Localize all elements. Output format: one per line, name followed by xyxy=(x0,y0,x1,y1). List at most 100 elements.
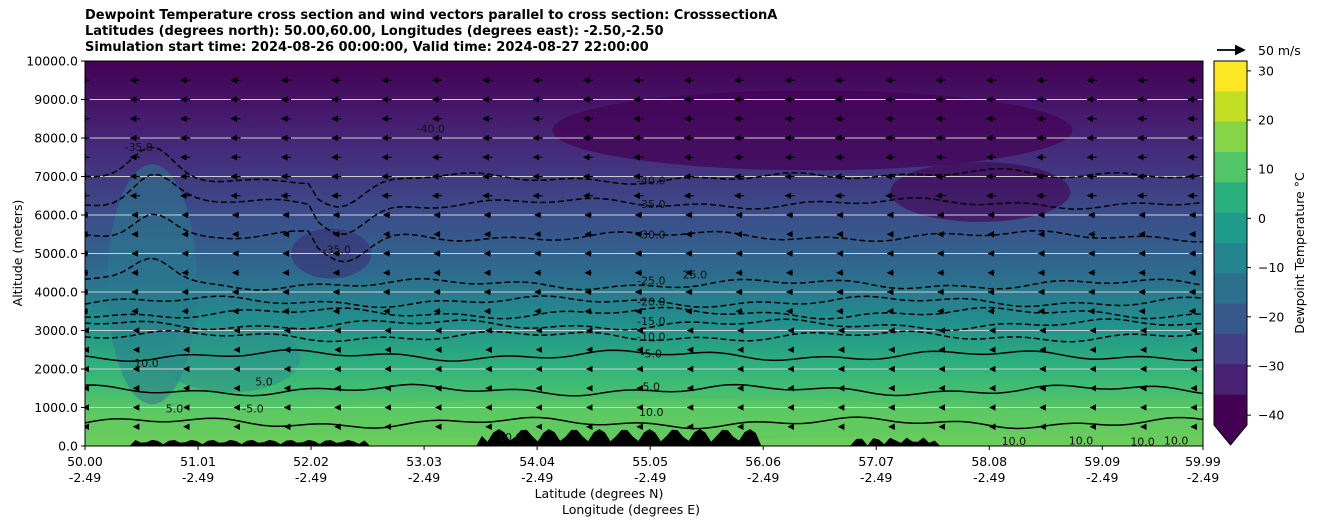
x-axis-label-longitude: Longitude (degrees E) xyxy=(562,502,700,517)
contour-label: -40.0 xyxy=(417,122,445,135)
y-tick-label: 3000.0 xyxy=(34,323,78,338)
contour-line--5 xyxy=(85,329,1203,343)
x-tick-label-longitude: -2.49 xyxy=(747,470,779,485)
colorbar-segment xyxy=(1214,303,1247,335)
colorbar-tick-label: 30 xyxy=(1258,63,1274,78)
contour-label: 10.0 xyxy=(1164,435,1189,448)
wind-vectors xyxy=(85,76,1198,431)
colorbar-segment xyxy=(1214,91,1247,123)
quiver-key: 50 m/s xyxy=(1217,43,1301,58)
x-tick-label-latitude: 54.04 xyxy=(519,454,555,469)
x-tick-label-latitude: 57.07 xyxy=(858,454,894,469)
y-tick-label: 4000.0 xyxy=(34,285,78,300)
contour-label: 10.0 xyxy=(498,431,523,444)
contour-line-10 xyxy=(85,416,1203,430)
x-tick-label-longitude: -2.49 xyxy=(295,470,327,485)
y-axis: 0.0 1000.0 2000.0 3000.0 4000.0 5000.0 6000.0 7… xyxy=(26,54,85,454)
contour-line--15 xyxy=(85,306,1203,320)
x-tick-label-latitude: 58.08 xyxy=(971,454,1007,469)
contour-label: -35.0 xyxy=(124,141,152,154)
title-line-2: Latitudes (degrees north): 50.00,60.00, … xyxy=(85,24,664,39)
contour-line--20 xyxy=(85,295,1203,309)
y-tick-label: 9000.0 xyxy=(34,92,78,107)
colorbar: 30 20 10 0 −10 −20 −30 −40 xyxy=(1213,60,1284,446)
x-tick-label-latitude: 55.05 xyxy=(632,454,668,469)
contour-line-5 xyxy=(85,383,1203,397)
colorbar-segment xyxy=(1214,334,1247,365)
y-tick-label: 1000.0 xyxy=(34,400,78,415)
contour-label: -10.0 xyxy=(637,330,665,343)
x-tick-label-longitude: -2.49 xyxy=(634,470,666,485)
dewpoint-field xyxy=(107,90,1073,440)
contour-label: 5.0 xyxy=(166,402,184,415)
contour-label: -35.0 xyxy=(637,198,665,211)
colorbar-segment xyxy=(1214,61,1247,92)
colorbar-extend-triangle xyxy=(1214,425,1247,445)
contour-label: -40.0 xyxy=(637,174,665,187)
contour-label: -30.0 xyxy=(637,228,665,241)
colorbar-segment xyxy=(1214,243,1247,274)
field-shading-3 xyxy=(552,90,1073,171)
contour-label: 25.0 xyxy=(683,269,708,282)
x-tick-label-longitude: -2.49 xyxy=(860,470,892,485)
contour-line--40 xyxy=(85,146,1203,208)
y-tick-label: 10000.0 xyxy=(26,54,78,69)
y-tick-label: 6000.0 xyxy=(34,208,78,223)
contour-label: -20.0 xyxy=(637,296,665,309)
title-line-1: Dewpoint Temperature cross section and w… xyxy=(85,8,778,23)
x-tick-label-longitude: -2.49 xyxy=(973,470,1005,485)
contour-label: -25.0 xyxy=(637,274,665,287)
x-axis-label-latitude: Latitude (degrees N) xyxy=(535,486,664,501)
colorbar-label: Dewpoint Temperature °C xyxy=(1292,172,1307,334)
colorbar-tick-label: 0 xyxy=(1258,211,1266,226)
contour-line--35 xyxy=(85,174,1203,235)
x-tick-label-latitude: 51.01 xyxy=(180,454,216,469)
gridlines xyxy=(85,99,1203,408)
colorbar-tick-label: −10 xyxy=(1258,260,1284,275)
contour-labels: -40.0 -35.0 -40.0 -35.0 -30.0 -35.0 -25.0 25.0 -… xyxy=(124,122,1188,448)
colorbar-tick-label: −40 xyxy=(1258,408,1284,423)
x-tick-label-longitude: -2.49 xyxy=(182,470,214,485)
colorbar-segment xyxy=(1214,182,1247,214)
x-tick-label-latitude: 59.09 xyxy=(1084,454,1120,469)
y-tick-label: 5000.0 xyxy=(34,246,78,261)
contour-line--25 xyxy=(85,257,1203,291)
x-tick-label-latitude: 59.99 xyxy=(1185,454,1221,469)
contour-label: -5.0 xyxy=(242,402,263,415)
contour-lines xyxy=(85,146,1203,430)
colorbar-segment xyxy=(1214,394,1247,426)
colorbar-tick-label: 20 xyxy=(1258,113,1274,128)
title-line-3: Simulation start time: 2024-08-26 00:00:… xyxy=(85,40,649,55)
contour-label: -15.0 xyxy=(637,315,665,328)
x-axis: 50.00-2.4951.01-2.4952.02-2.4953.03-2.49… xyxy=(67,446,1221,485)
contour-label: -5.0 xyxy=(641,348,662,361)
contour-label: 10.0 xyxy=(1069,435,1094,448)
contour-line--10 xyxy=(85,318,1203,332)
contour-line--30 xyxy=(85,213,1203,263)
y-tick-label: 2000.0 xyxy=(34,362,78,377)
chart-title: Dewpoint Temperature cross section and w… xyxy=(85,8,777,56)
quiver-key-label: 50 m/s xyxy=(1258,43,1301,58)
terrain-shape xyxy=(85,429,1203,446)
x-tick-label-longitude: -2.49 xyxy=(408,470,440,485)
colorbar-tick-label: −20 xyxy=(1258,309,1284,324)
contour-label: 10.0 xyxy=(639,406,664,419)
y-tick-label: 0.0 xyxy=(58,439,78,454)
x-tick-label-latitude: 56.06 xyxy=(745,454,781,469)
colorbar-segment xyxy=(1214,121,1247,153)
colorbar-segment xyxy=(1214,152,1247,183)
contour-label: 5.0 xyxy=(255,375,273,388)
field-shading-5 xyxy=(224,399,1065,440)
contour-label: 5.0 xyxy=(643,381,661,394)
contour-label: 10.0 xyxy=(1002,435,1027,448)
contour-label: -35.0 xyxy=(323,244,351,257)
y-tick-label: 7000.0 xyxy=(34,169,78,184)
x-tick-label-latitude: 50.00 xyxy=(67,454,103,469)
contour-label: 10.0 xyxy=(134,357,159,370)
x-tick-label-longitude: -2.49 xyxy=(1187,470,1219,485)
terrain xyxy=(85,429,1203,446)
colorbar-frame xyxy=(1213,60,1248,446)
colorbar-tick-label: 10 xyxy=(1258,162,1274,177)
colorbar-segment xyxy=(1214,364,1247,396)
x-tick-label-longitude: -2.49 xyxy=(69,470,101,485)
